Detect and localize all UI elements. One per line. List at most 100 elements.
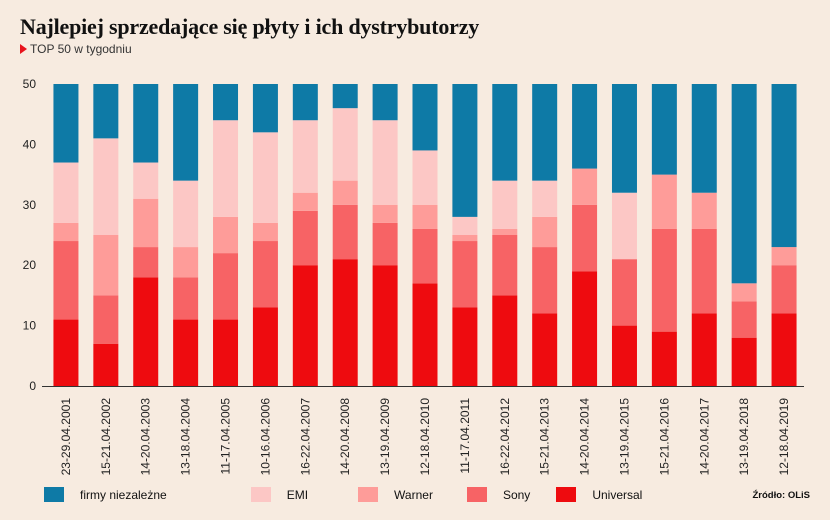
bar-segment: [252, 241, 278, 308]
bar-segment: [173, 319, 199, 386]
bar-segment: [691, 84, 717, 193]
bar-segment: [133, 277, 159, 386]
bar-segment: [532, 247, 558, 314]
legend-swatch-emi: [250, 487, 271, 502]
x-tick-label: 15-21.04.2002: [99, 398, 113, 476]
x-tick-label: 14-20.04.2003: [139, 398, 153, 476]
bar-segment: [93, 235, 119, 296]
bar-segment: [771, 313, 797, 386]
bar-segment: [372, 222, 398, 266]
bar-segment: [332, 204, 358, 260]
bar-segment: [651, 331, 677, 386]
bar-segment: [53, 241, 79, 320]
bar-segment: [173, 84, 199, 181]
y-tick-label: 0: [29, 379, 36, 393]
bar-segment: [53, 84, 79, 163]
legend-label-sony: Sony: [502, 487, 531, 502]
bar-segment: [213, 319, 239, 386]
bar-segment: [572, 84, 598, 169]
y-tick-label: 40: [23, 137, 37, 151]
legend-label-warner: Warner: [394, 487, 433, 502]
bar-segment: [372, 204, 398, 223]
chart-subtitle: TOP 50 w tygodniu: [20, 42, 132, 56]
bar-segment: [292, 265, 318, 386]
bar-segment: [292, 120, 318, 193]
subtitle-text: TOP 50 w tygodniu: [30, 42, 132, 56]
bar-segment: [572, 204, 598, 272]
legend-label-firmy-niezalezne: firmy niezależne: [80, 487, 167, 502]
bar-segment: [252, 84, 278, 133]
bar-segment: [252, 132, 278, 223]
bar-segment: [213, 84, 239, 121]
bar-segment: [611, 192, 637, 260]
bar-segment: [731, 84, 757, 284]
bar-segment: [292, 210, 318, 266]
y-tick-label: 30: [23, 198, 37, 212]
bar-segment: [492, 295, 518, 386]
bar-segment: [412, 204, 438, 229]
legend-swatch-firmy-niezalezne: [44, 487, 64, 502]
bar-segment: [412, 84, 438, 151]
bar-segment: [412, 228, 438, 284]
bar-segment: [532, 313, 558, 386]
bar-segment: [133, 84, 159, 163]
source-note: Źródło: OLiS: [752, 490, 810, 501]
legend-swatch-sony: [466, 487, 487, 502]
bar-segment: [532, 216, 558, 248]
bar-segment: [332, 108, 358, 181]
bar-segment: [133, 247, 159, 278]
bar-segment: [292, 192, 318, 211]
bar-segment: [213, 253, 239, 320]
bar-segment: [372, 265, 398, 386]
bar-segment: [731, 337, 757, 386]
bar-segment: [771, 265, 797, 314]
bar-segment: [53, 319, 79, 386]
x-tick-label: 23-29.04.2001: [59, 398, 73, 476]
bar-segment: [372, 84, 398, 121]
x-tick-label: 16-22.04.2012: [498, 398, 512, 476]
chart-legend: firmy niezależne EMI Warner Sony Univers…: [44, 487, 642, 502]
x-tick-label: 15-21.04.2013: [538, 398, 552, 476]
bar-segment: [452, 307, 478, 386]
bar-segment: [452, 241, 478, 308]
bar-segment: [452, 235, 478, 242]
bar-segment: [651, 84, 677, 175]
bar-segment: [651, 174, 677, 229]
bar-segment: [691, 228, 717, 314]
bar-segment: [93, 138, 119, 235]
bar-segment: [691, 192, 717, 229]
bar-segment: [452, 216, 478, 235]
bar-segment: [572, 168, 598, 205]
bar-segment: [651, 228, 677, 332]
bar-segment: [731, 283, 757, 302]
bar-segment: [731, 301, 757, 338]
legend-item-sony: Sony: [466, 487, 531, 502]
bar-segment: [691, 313, 717, 386]
x-tick-label: 11-17.04.2005: [219, 398, 233, 475]
bar-segment: [332, 180, 358, 205]
x-tick-label: 14-20.04.2014: [578, 398, 592, 476]
x-tick-label: 15-21.04.2016: [657, 398, 671, 476]
bar-segment: [492, 84, 518, 181]
legend-item-emi: EMI: [250, 487, 308, 502]
bar-segment: [611, 325, 637, 386]
bar-segment: [93, 343, 119, 386]
bar-segment: [213, 120, 239, 217]
bar-segment: [93, 295, 119, 344]
legend-item-warner: Warner: [358, 487, 433, 502]
legend-item-universal: Universal: [556, 487, 642, 502]
legend-swatch-warner: [358, 487, 379, 502]
bar-segment: [372, 120, 398, 205]
x-tick-label: 12-18.04.2010: [418, 398, 432, 476]
x-tick-label: 11-17.04.2011: [458, 398, 472, 474]
bar-segment: [771, 247, 797, 266]
bar-segment: [173, 277, 199, 320]
bar-segment: [412, 150, 438, 205]
bar-segment: [292, 84, 318, 121]
bar-segment: [173, 247, 199, 278]
x-tick-label: 14-20.04.2017: [697, 398, 711, 476]
bar-segment: [53, 222, 79, 242]
bar-segment: [452, 84, 478, 217]
bar-segment: [93, 84, 119, 139]
